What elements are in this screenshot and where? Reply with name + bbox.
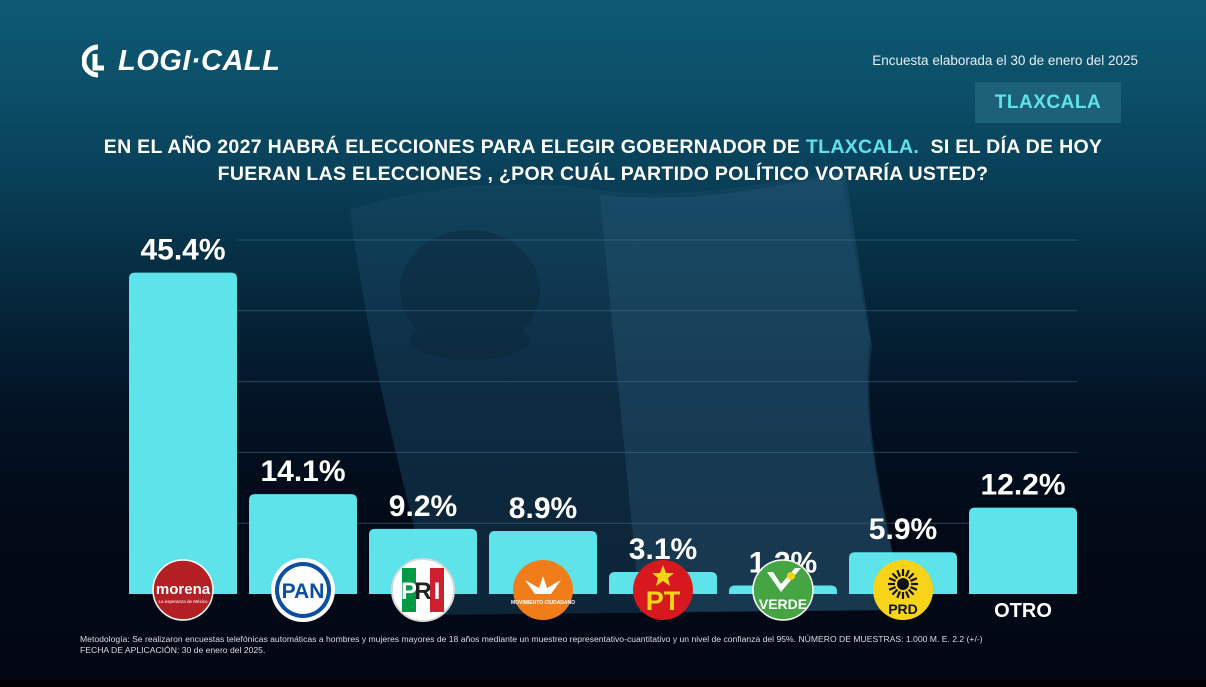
- pan-logo-inner: [279, 566, 327, 614]
- pri-logo-green: [402, 568, 416, 612]
- pri-logo-letter-p: P: [401, 578, 417, 605]
- mc-eagle-icon: [525, 576, 561, 594]
- data-label-prd: 5.9%: [869, 513, 937, 546]
- data-label-morena: 45.4%: [140, 234, 225, 267]
- prd-sun-ray: [891, 572, 899, 580]
- pt-star-icon: [652, 565, 674, 586]
- verde-beak-icon: [787, 572, 795, 580]
- prd-sun-icon: [888, 569, 918, 599]
- logicall-icon: [82, 44, 104, 78]
- pan-logo: PAN: [271, 558, 335, 622]
- mc-logo-text: MOVIMIENTO CIUDADANO: [511, 600, 575, 606]
- prd-sun-ray: [896, 569, 901, 578]
- methodology-note: Metodología: Se realizaron encuestas tel…: [80, 634, 1140, 656]
- morena-logo-text: morena: [156, 581, 211, 598]
- pt-logo-text: PT: [646, 586, 681, 616]
- prd-sun-core: [897, 578, 909, 590]
- prd-sun-ray: [907, 572, 915, 580]
- prd-logo: PRD: [873, 560, 933, 620]
- question-part2: SI EL DÍA DE HOY: [919, 136, 1103, 158]
- data-label-otro: 12.2%: [980, 469, 1065, 502]
- methodology-line-1: Metodología: Se realizaron encuestas tel…: [80, 634, 983, 644]
- verde-logo-text: VERDE: [759, 596, 807, 612]
- verde-logo: VERDE: [752, 559, 814, 621]
- question-line-1: EN EL AÑO 2027 HABRÁ ELECCIONES PARA ELE…: [40, 134, 1166, 161]
- question-line-2: FUERAN LAS ELECCIONES , ¿POR CUÁL PARTID…: [217, 163, 989, 185]
- survey-question: EN EL AÑO 2027 HABRÁ ELECCIONES PARA ELE…: [40, 134, 1166, 188]
- prd-sun-ray: [909, 577, 918, 582]
- prd-sun-ray: [907, 588, 915, 596]
- prd-sun-ray: [905, 590, 910, 599]
- question-highlight: TLAXCALA.: [805, 136, 920, 158]
- movimiento-ciudadano-logo: MOVIMIENTO CIUDADANO: [511, 560, 575, 620]
- prd-logo-text: PRD: [888, 601, 918, 617]
- prd-sun-ray: [896, 590, 901, 599]
- bar-group-otro: 12.2%: [969, 469, 1077, 594]
- brand-name: LOGI·CALL: [118, 44, 281, 77]
- pt-logo-circle: [633, 560, 693, 620]
- pt-logo: PT: [633, 560, 693, 620]
- bottom-strip: [0, 680, 1206, 687]
- prd-sun-ray: [888, 577, 897, 582]
- pri-logo-red: [430, 568, 444, 612]
- bar-pan: [249, 494, 357, 594]
- data-label-pan: 14.1%: [260, 455, 345, 488]
- data-label-mc: 8.9%: [509, 492, 577, 525]
- methodology-line-2: FECHA DE APLICACIÓN: 30 de enero del 202…: [80, 645, 266, 655]
- bar-otro: [969, 507, 1077, 594]
- data-label-pri: 9.2%: [389, 490, 457, 523]
- pri-logo-letter-r: R: [414, 578, 431, 605]
- bar-group-pan: 14.1%: [249, 455, 357, 594]
- bar-morena: [129, 272, 237, 594]
- state-tag: TLAXCALA: [975, 82, 1121, 123]
- prd-sun-ray: [909, 586, 918, 591]
- bar-group-morena: 45.4%: [129, 234, 237, 594]
- prd-sun-ray: [891, 588, 899, 596]
- pri-logo: PR I: [391, 558, 455, 622]
- verde-logo-circle: [752, 559, 814, 621]
- prd-sun-ray: [888, 586, 897, 591]
- survey-date: Encuesta elaborada el 30 de enero del 20…: [872, 53, 1138, 68]
- morena-logo-subtext: La esperanza de México: [158, 599, 208, 604]
- morena-logo-circle: [152, 559, 214, 621]
- pri-logo-letter-i: I: [434, 578, 441, 605]
- gridlines: [237, 239, 1077, 524]
- pan-logo-text: PAN: [282, 580, 325, 603]
- brand-logo: LOGI·CALL: [82, 42, 280, 80]
- question-part1: EN EL AÑO 2027 HABRÁ ELECCIONES PARA ELE…: [103, 136, 806, 158]
- prd-sun-ray: [905, 569, 910, 578]
- category-label-otro: OTRO: [994, 600, 1052, 622]
